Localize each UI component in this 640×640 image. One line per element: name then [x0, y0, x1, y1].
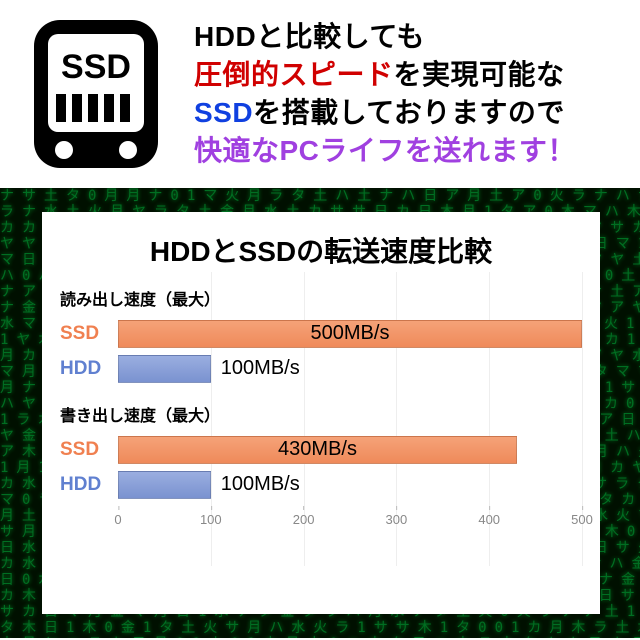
section-label-write: 書き出し速度（最大）: [42, 388, 600, 432]
header-line4: 快適なPCライフを送れます！: [194, 135, 576, 166]
bars-read: SSD 500MB/s HDD 100MB/s: [60, 316, 582, 388]
axis-tick: 100: [200, 512, 222, 527]
header-line3a: SSD: [194, 97, 253, 128]
header-line3b: を搭載しておりますので: [253, 97, 565, 128]
chart-title: HDDとSSDの転送速度比較: [42, 212, 600, 286]
bar-label-hdd: HDD: [60, 358, 118, 380]
x-axis: 0100200300400500: [60, 512, 582, 552]
axis-tick: 300: [386, 512, 408, 527]
ssd-drive-icon: SSD: [16, 14, 176, 174]
header-text: HDDと比較しても 圧倒的スピードを実現可能な SSDを搭載しておりますので 快…: [194, 18, 624, 169]
header-line1: HDDと比較しても: [194, 21, 425, 52]
axis-tick: 500: [571, 512, 593, 527]
bar-hdd-write: [118, 471, 211, 499]
bar-label-hdd: HDD: [60, 474, 118, 496]
chart-panel: HDDとSSDの転送速度比較 読み出し速度（最大） SSD 500MB/s HD…: [42, 212, 600, 614]
bar-value-hdd-write: 100MB/s: [221, 471, 300, 499]
header-line2a: 圧倒的スピード: [194, 59, 394, 90]
bar-hdd-read: [118, 355, 211, 383]
bar-label-ssd: SSD: [60, 323, 118, 345]
axis-tick: 400: [478, 512, 500, 527]
chart-background: ナサ土タ0月月ナ01マ火月ラタ土ハ土ナハ日ア月土ア0火ラナハナ木ヤラマ土木ア月0…: [0, 188, 640, 638]
bar-value-ssd-write: 430MB/s: [278, 436, 357, 464]
axis-tick: 0: [114, 512, 121, 527]
bar-row-ssd-write: SSD 430MB/s: [60, 432, 582, 467]
ssd-icon-label: SSD: [61, 48, 131, 86]
bar-row-ssd-read: SSD 500MB/s: [60, 316, 582, 351]
bar-row-hdd-read: HDD 100MB/s: [60, 351, 582, 386]
bar-value-ssd-read: 500MB/s: [311, 320, 390, 348]
axis-tick: 200: [293, 512, 315, 527]
bar-label-ssd: SSD: [60, 439, 118, 461]
bar-value-hdd-read: 100MB/s: [221, 355, 300, 383]
bar-row-hdd-write: HDD 100MB/s: [60, 467, 582, 502]
header: SSD HDDと比較しても 圧倒的スピードを実現可能な SSDを搭載しております…: [0, 0, 640, 188]
header-line2b: を実現可能な: [394, 59, 565, 90]
bars-write: SSD 430MB/s HDD 100MB/s: [60, 432, 582, 504]
section-label-read: 読み出し速度（最大）: [42, 286, 600, 316]
